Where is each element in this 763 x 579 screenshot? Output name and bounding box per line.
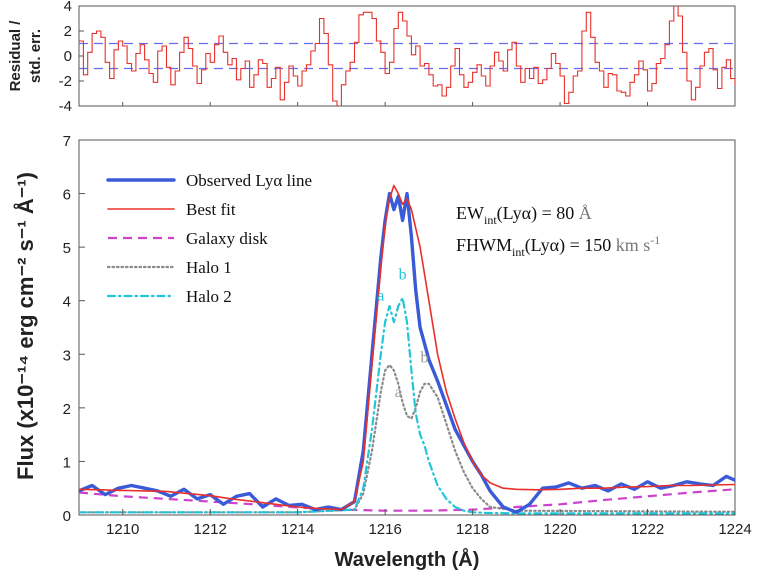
residual-ylabel-line1: Residual / <box>7 20 24 92</box>
ew-unit: Å <box>579 203 592 223</box>
flux-y-tick-label: 5 <box>63 240 71 257</box>
fwhm-unit-exponent: -1 <box>650 233 660 247</box>
flux-x-tick-label: 1224 <box>718 521 751 538</box>
flux-x-ticks: 1210 1212 1214 1216 1218 1220 1222 1224 <box>106 102 752 538</box>
residual-panel: -4 -2 0 2 4 Residual / std. err. <box>7 0 736 115</box>
peak-label-halo-1-b: b <box>420 349 428 366</box>
residual-y-tick-label: 4 <box>64 0 72 15</box>
svg-text:FHWMint(Lyα) = 150 km s-1: FHWMint(Lyα) = 150 km s-1 <box>456 233 660 259</box>
residual-y-tick-label: -2 <box>59 73 72 90</box>
peak-label-halo-2-b: b <box>399 266 407 283</box>
flux-y-tick-label: 6 <box>63 187 71 204</box>
flux-series <box>79 184 735 515</box>
flux-x-tick-label: 1216 <box>368 521 401 538</box>
svg-text:EWint(Lyα) = 80 Å: EWint(Lyα) = 80 Å <box>456 203 592 227</box>
flux-y-tick-label: 1 <box>63 454 71 471</box>
residual-y-tick-label: -4 <box>59 98 72 115</box>
residual-series <box>79 6 735 106</box>
ew-label: EW <box>456 203 484 223</box>
series-line-observed-ly-line <box>79 191 735 514</box>
residual-step-line <box>79 6 735 106</box>
legend-label-observed-ly-line: Observed Lyα line <box>186 171 312 190</box>
flux-x-tick-label: 1212 <box>194 521 227 538</box>
flux-x-tick-label: 1220 <box>543 521 576 538</box>
ew-value: (Lyα) = 80 <box>497 203 579 224</box>
legend-label-halo-1: Halo 1 <box>186 258 232 277</box>
peak-label-halo-1-a: a <box>395 384 402 401</box>
flux-y-ticks: 0 1 2 3 4 5 6 7 <box>63 133 85 525</box>
peak-label-halo-2-a: a <box>377 288 384 305</box>
flux-y-tick-label: 4 <box>63 294 71 311</box>
residual-ylabel-line2: std. err. <box>27 29 44 83</box>
flux-xlabel: Wavelength (Å) <box>335 547 480 571</box>
flux-x-tick-label: 1222 <box>631 521 664 538</box>
flux-x-tick-label: 1218 <box>456 521 489 538</box>
flux-y-tick-label: 7 <box>63 133 71 150</box>
fwhm-subscript: int <box>512 245 525 259</box>
legend-label-galaxy-disk: Galaxy disk <box>186 229 268 248</box>
ew-subscript: int <box>484 213 497 227</box>
series-line-halo-2 <box>79 296 735 515</box>
flux-ylabel: Flux (x10⁻¹⁴ erg cm⁻² s⁻¹ Å⁻¹) <box>12 172 38 480</box>
residual-y-tick-label: 2 <box>64 23 72 40</box>
fwhm-unit: km s <box>616 235 651 255</box>
legend: Observed Lyα line Best fit Galaxy disk Halo… <box>106 171 312 306</box>
residual-y-tick-label: 0 <box>64 48 72 65</box>
flux-y-tick-label: 2 <box>63 401 71 418</box>
fwhm-label: FHWM <box>456 235 512 255</box>
residual-y-ticks: -4 -2 0 2 4 <box>59 0 84 115</box>
flux-x-tick-label: 1214 <box>281 521 314 538</box>
flux-y-tick-label: 3 <box>63 347 71 364</box>
series-line-halo-1 <box>79 363 735 514</box>
legend-label-halo-2: Halo 2 <box>186 287 232 306</box>
series-line-best-fit <box>79 184 735 511</box>
flux-y-tick-label: 0 <box>63 508 71 525</box>
ew-annotation: EWint(Lyα) = 80 Å <box>456 203 592 227</box>
flux-x-tick-label: 1210 <box>106 521 139 538</box>
fwhm-annotation: FHWMint(Lyα) = 150 km s-1 <box>456 233 660 259</box>
series-line-galaxy-disk <box>79 488 735 512</box>
flux-panel: 0 1 2 3 4 5 6 7 1210 1212 1214 1216 1218 1220 1222 122… <box>12 102 752 571</box>
fwhm-value: (Lyα) = 150 <box>525 235 616 256</box>
legend-label-best-fit: Best fit <box>186 200 236 219</box>
